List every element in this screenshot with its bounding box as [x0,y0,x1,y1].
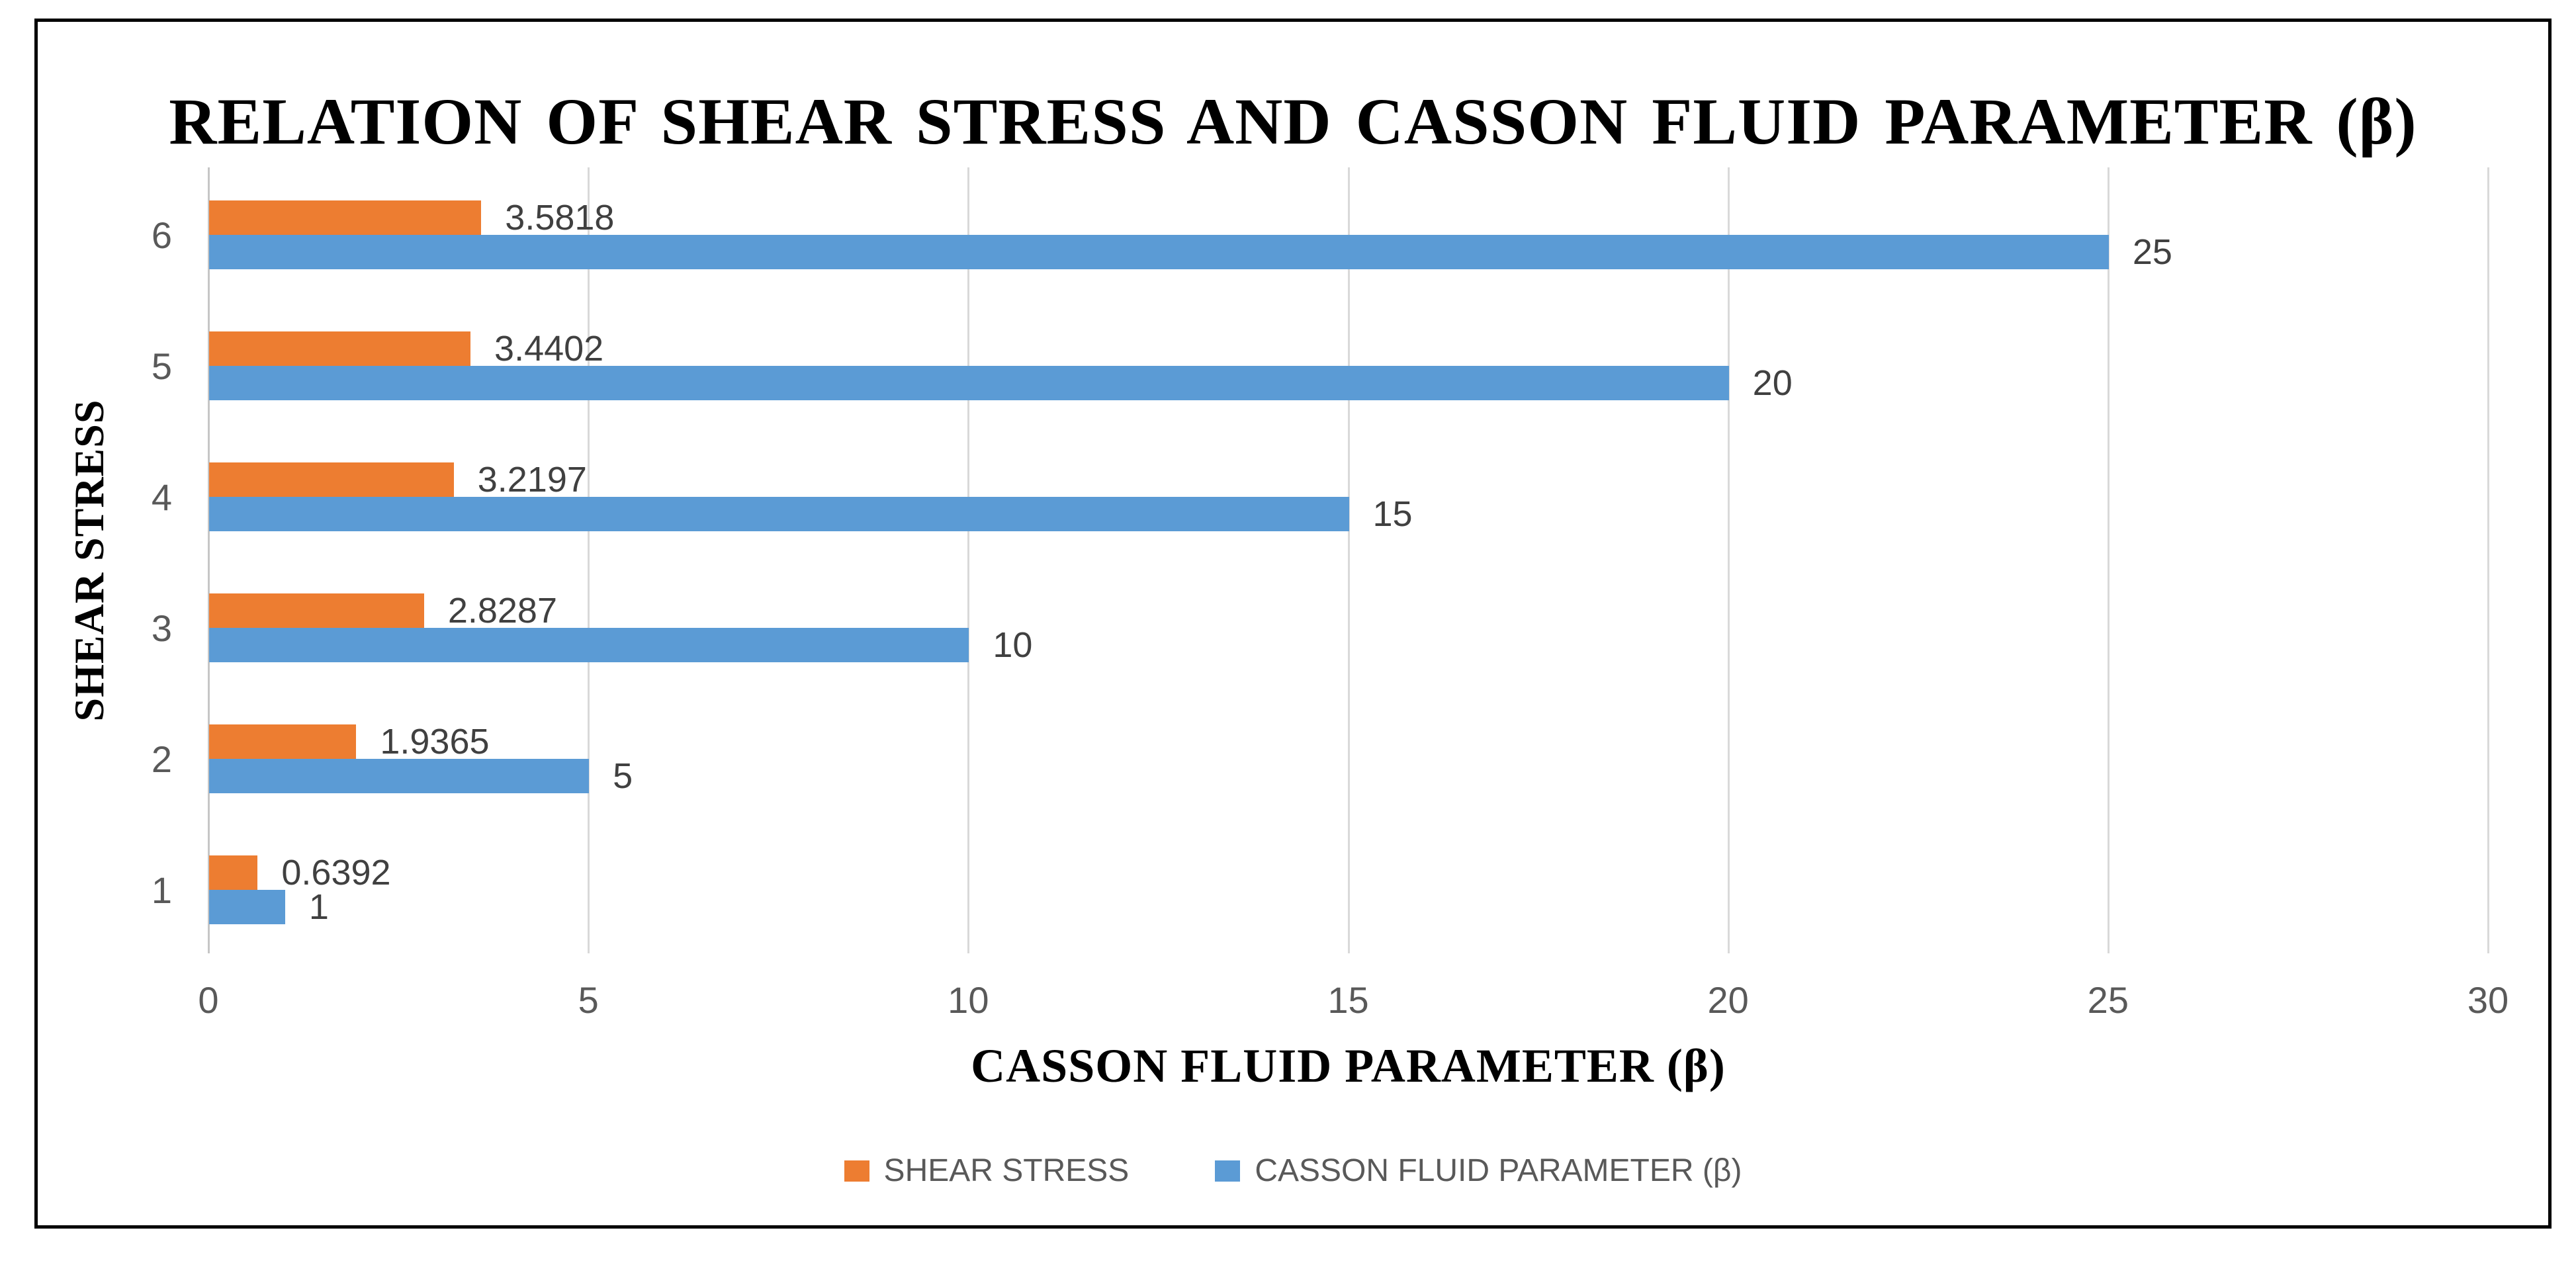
x-tick-label-5: 5 [578,979,599,1021]
legend: SHEAR STRESS CASSON FLUID PARAMETER (β) [34,1152,2552,1190]
gridline-20 [1727,167,1730,953]
legend-item-shear-stress: SHEAR STRESS [844,1152,1130,1190]
data-label-casson-fluid-parameter-row6: 25 [2132,232,2172,272]
bar-casson-fluid-parameter-row3 [209,628,969,662]
gridline-15 [1347,167,1350,953]
data-label-shear-stress-row5: 3.4402 [494,329,604,369]
category-label-4: 4 [151,476,172,518]
data-label-casson-fluid-parameter-row1: 1 [308,887,329,927]
bar-shear-stress-row1 [209,855,258,890]
x-tick-label-10: 10 [948,979,989,1021]
bar-casson-fluid-parameter-row2 [209,759,590,793]
legend-item-casson-fluid-parameter: CASSON FLUID PARAMETER (β) [1215,1152,1742,1190]
y-axis-title: SHEAR STRESS [66,399,112,722]
data-label-casson-fluid-parameter-row2: 5 [613,756,633,796]
category-label-3: 3 [151,607,172,649]
data-label-shear-stress-row1: 0.6392 [281,853,391,892]
x-tick-label-15: 15 [1327,979,1369,1021]
data-label-casson-fluid-parameter-row3: 10 [993,625,1033,665]
gridline-25 [2107,167,2110,953]
data-label-shear-stress-row4: 3.2197 [477,460,587,500]
category-label-5: 5 [151,345,172,387]
y-axis-line [208,167,210,953]
x-tick-label-30: 30 [2467,979,2509,1021]
gridline-5 [588,167,590,953]
bar-casson-fluid-parameter-row6 [209,235,2109,269]
bar-shear-stress-row3 [209,593,424,628]
bar-casson-fluid-parameter-row1 [209,890,285,924]
category-label-1: 1 [151,869,172,911]
x-tick-label-25: 25 [2087,979,2129,1021]
legend-label-casson-fluid-parameter: CASSON FLUID PARAMETER (β) [1255,1153,1742,1188]
category-label-2: 2 [151,738,172,780]
chart-frame-border [34,19,2552,1229]
bar-shear-stress-row5 [209,331,471,366]
x-axis-title: CASSON FLUID PARAMETER (β) [971,1039,1726,1092]
bar-shear-stress-row6 [209,200,482,235]
data-label-casson-fluid-parameter-row5: 20 [1752,363,1793,403]
x-tick-label-20: 20 [1707,979,1749,1021]
bar-casson-fluid-parameter-row5 [209,366,1729,400]
bar-shear-stress-row4 [209,462,454,497]
data-label-shear-stress-row2: 1.9365 [380,722,490,761]
bar-shear-stress-row2 [209,724,357,759]
legend-swatch-casson-fluid-parameter [1215,1160,1241,1182]
legend-swatch-shear-stress [844,1160,869,1182]
data-label-shear-stress-row6: 3.5818 [505,198,615,238]
category-label-6: 6 [151,214,172,256]
legend-label-shear-stress: SHEAR STRESS [883,1153,1130,1188]
gridline-10 [967,167,970,953]
x-tick-label-0: 0 [198,979,219,1021]
bar-casson-fluid-parameter-row4 [209,497,1349,531]
chart-title: RELATION OF SHEAR STRESS AND CASSON FLUI… [169,85,2417,158]
data-label-casson-fluid-parameter-row4: 15 [1372,494,1413,534]
data-label-shear-stress-row3: 2.8287 [447,591,557,630]
gridline-30 [2487,167,2489,953]
